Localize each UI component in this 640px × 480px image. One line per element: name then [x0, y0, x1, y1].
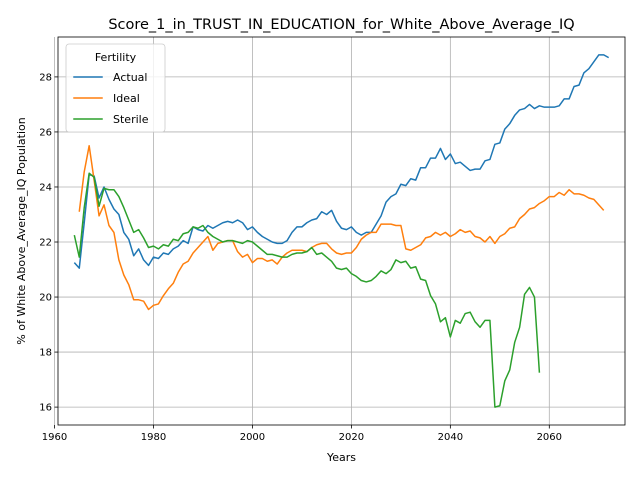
- x-tick-label: 2020: [339, 432, 364, 443]
- legend-label-actual: Actual: [113, 71, 147, 84]
- grid: [54, 37, 625, 425]
- series-line-sterile: [73, 172, 541, 408]
- y-axis-label: % of White Above_Average_IQ Population: [15, 117, 28, 344]
- series-layer: [73, 54, 610, 408]
- x-tick-label: 1980: [141, 432, 166, 443]
- legend-title: Fertility: [95, 51, 137, 64]
- series-line-ideal: [78, 144, 605, 311]
- legend-label-sterile: Sterile: [113, 113, 149, 126]
- x-tick-label: 1960: [42, 432, 67, 443]
- y-tick-label: 24: [39, 182, 52, 193]
- axis-ticks: 1960 1980 2000 2020 2040 2060 16 18 20 22 24 26 28: [39, 72, 562, 443]
- y-tick-label: 16: [39, 403, 52, 414]
- y-tick-label: 26: [39, 127, 52, 138]
- x-tick-label: 2040: [438, 432, 463, 443]
- plot-frame: [57, 36, 626, 426]
- series-line-actual: [73, 54, 610, 269]
- chart-title: Score_1_in_TRUST_IN_EDUCATION_for_White_…: [108, 17, 574, 33]
- y-tick-label: 22: [39, 238, 52, 249]
- y-tick-label: 20: [39, 293, 52, 304]
- x-tick-label: 2000: [240, 432, 265, 443]
- x-tick-label: 2060: [537, 432, 562, 443]
- y-tick-label: 28: [39, 72, 52, 83]
- legend-box: [65, 43, 166, 133]
- legend: Fertility Actual Ideal Sterile: [65, 43, 166, 133]
- y-tick-label: 18: [39, 348, 52, 359]
- x-axis-label: Years: [326, 451, 356, 464]
- legend-label-ideal: Ideal: [113, 92, 140, 105]
